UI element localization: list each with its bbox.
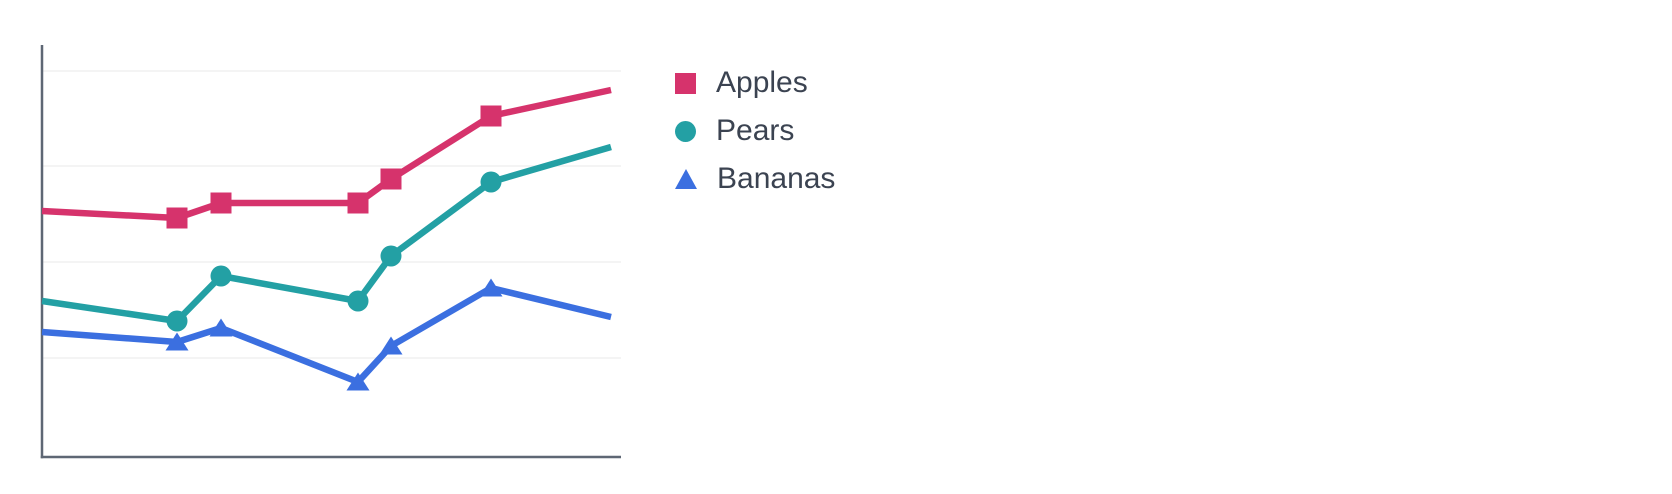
- apples-marker-1: [166, 207, 188, 229]
- bananas-line: [41, 284, 612, 386]
- bananas-marker-3: [346, 372, 370, 391]
- chart-legend: Apples Pears Bananas: [675, 59, 835, 203]
- bananas-marker-1: [165, 332, 189, 351]
- apples-marker-4: [380, 168, 402, 190]
- bananas-marker-4: [379, 336, 403, 355]
- bananas-marker-2: [209, 318, 233, 337]
- apples-marker-5: [480, 105, 502, 127]
- apples-line: [41, 86, 612, 222]
- pears-marker-3: [347, 290, 369, 312]
- pears-marker-1: [166, 310, 188, 332]
- line-chart: [40, 45, 621, 459]
- legend-item-apples[interactable]: Apples: [675, 59, 835, 107]
- pears-marker-2: [210, 265, 232, 287]
- bananas-marker-5: [479, 278, 503, 297]
- bananas-triangle-marker-icon: [675, 169, 697, 189]
- apples-marker-2: [210, 192, 232, 214]
- pears-circle-marker-icon: [675, 120, 696, 142]
- legend-label-pears: Pears: [716, 114, 795, 147]
- apples-marker-3: [347, 192, 369, 214]
- apples-square-marker-icon: [675, 72, 696, 94]
- pears-marker-4: [380, 245, 402, 267]
- legend-label-bananas: Bananas: [717, 162, 836, 195]
- pears-marker-5: [480, 171, 502, 193]
- legend-item-bananas[interactable]: Bananas: [675, 155, 835, 203]
- legend-label-apples: Apples: [716, 66, 808, 99]
- legend-item-pears[interactable]: Pears: [675, 107, 835, 155]
